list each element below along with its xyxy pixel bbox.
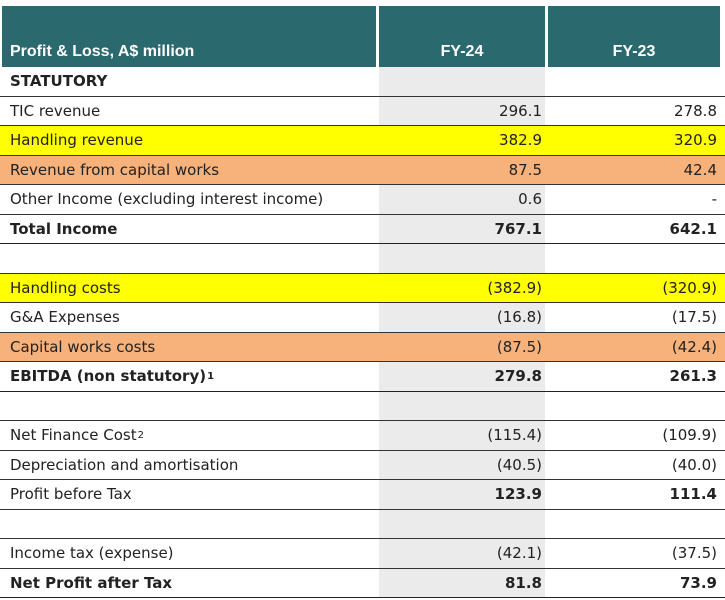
table-row: Depreciation and amortisation (40.5) (40.0…	[0, 451, 725, 480]
row-label-text: Capital works costs	[10, 337, 156, 356]
row-label-text: EBITDA (non statutory)	[10, 367, 207, 386]
footnote-marker: 2	[137, 429, 144, 441]
value-fy24: 81.8	[504, 573, 542, 592]
table-row: Other Income (excluding interest income)…	[0, 185, 725, 215]
value-fy23: 73.9	[679, 573, 717, 592]
row-label: Capital works costs	[10, 333, 370, 362]
table-row: Net Finance Cost 2 (115.4) (109.9)	[0, 421, 725, 451]
value-fy23: 42.4	[683, 160, 717, 179]
header-fy23: FY-23	[548, 6, 720, 67]
row-label: Revenue from capital works	[10, 156, 370, 185]
row-label: Income tax (expense)	[10, 539, 370, 568]
row-label: G&A Expenses	[10, 303, 370, 332]
value-fy23	[548, 67, 720, 96]
value-fy24: 296.1	[499, 101, 542, 120]
table-row: Handling costs (382.9) (320.9)	[0, 273, 725, 303]
value-fy23: (42.4)	[671, 337, 717, 356]
row-label-text: Net Profit after Tax	[10, 573, 173, 592]
table-row: G&A Expenses (16.8) (17.5)	[0, 303, 725, 333]
table-row: TIC revenue 296.1 278.8	[0, 97, 725, 126]
row-label-text: TIC revenue	[10, 101, 101, 120]
footnote-marker: 1	[207, 370, 215, 382]
table-row: Total Income 767.1 642.1	[0, 215, 725, 244]
value-fy23: 642.1	[669, 219, 717, 238]
value-fy24: 382.9	[499, 131, 542, 150]
value-fy24: (40.5)	[496, 455, 542, 474]
table-row: STATUTORY	[0, 67, 725, 97]
row-label: Net Finance Cost 2	[10, 421, 370, 450]
value-fy24: (16.8)	[496, 308, 542, 327]
table-header: Profit & Loss, A$ million FY-24 FY-23	[0, 0, 725, 67]
value-fy24: 279.8	[494, 367, 542, 386]
row-label-text: G&A Expenses	[10, 308, 120, 327]
value-fy23: 111.4	[669, 485, 717, 504]
row-label-text: Net Finance Cost	[10, 426, 137, 445]
row-label-text: Total Income	[10, 219, 118, 238]
row-label: Profit before Tax	[10, 480, 370, 509]
value-fy24: 87.5	[508, 160, 542, 179]
row-label-text: Other Income (excluding interest income)	[10, 190, 324, 209]
value-fy24	[379, 392, 545, 421]
table-row: EBITDA (non statutory) 1 279.8 261.3	[0, 362, 725, 392]
row-label-text: Revenue from capital works	[10, 160, 220, 179]
row-label: EBITDA (non statutory) 1	[10, 362, 370, 391]
table-row: Capital works costs (87.5) (42.4)	[0, 332, 725, 362]
value-fy24: 0.6	[518, 190, 542, 209]
row-label: Depreciation and amortisation	[10, 451, 370, 480]
table-row: Handling revenue 382.9 320.9	[0, 126, 725, 156]
value-fy23: (109.9)	[662, 426, 717, 445]
row-label	[10, 392, 370, 421]
row-label: Handling costs	[10, 274, 370, 303]
row-label: STATUTORY	[10, 67, 370, 96]
row-label-text: Income tax (expense)	[10, 544, 174, 563]
value-fy24	[379, 510, 545, 539]
row-label-text: Handling revenue	[10, 131, 144, 150]
value-fy24: (42.1)	[496, 544, 542, 563]
value-fy24	[379, 244, 545, 273]
row-label-text: STATUTORY	[10, 72, 108, 91]
row-label: Total Income	[10, 215, 370, 244]
value-fy23: 320.9	[674, 131, 717, 150]
row-label-text: Handling costs	[10, 278, 121, 297]
row-label	[10, 244, 370, 273]
value-fy23: (37.5)	[671, 544, 717, 563]
row-label-text: Profit before Tax	[10, 485, 132, 504]
row-label	[10, 510, 370, 539]
spacer-row	[0, 244, 725, 274]
table-row: Net Profit after Tax 81.8 73.9	[0, 569, 725, 598]
table-row: Income tax (expense) (42.1) (37.5)	[0, 539, 725, 569]
row-label: Net Profit after Tax	[10, 569, 370, 598]
value-fy23	[548, 244, 720, 273]
value-fy23: (320.9)	[662, 278, 717, 297]
row-label: Other Income (excluding interest income)	[10, 185, 370, 214]
value-fy24: 123.9	[494, 485, 542, 504]
row-label-text: Depreciation and amortisation	[10, 455, 239, 474]
value-fy23: 278.8	[674, 101, 717, 120]
table-row: Revenue from capital works 87.5 42.4	[0, 155, 725, 185]
value-fy23: (40.0)	[671, 455, 717, 474]
header-label: Profit & Loss, A$ million	[2, 6, 376, 67]
row-label: Handling revenue	[10, 126, 370, 155]
value-fy23: -	[711, 190, 717, 209]
value-fy23: (17.5)	[671, 308, 717, 327]
value-fy23	[548, 392, 720, 421]
row-label: TIC revenue	[10, 97, 370, 126]
value-fy24	[379, 67, 545, 96]
value-fy24: (115.4)	[487, 426, 542, 445]
header-fy24: FY-24	[379, 6, 545, 67]
value-fy24: (382.9)	[487, 278, 542, 297]
spacer-row	[0, 510, 725, 539]
table-row: Profit before Tax 123.9 111.4	[0, 480, 725, 510]
value-fy23	[548, 510, 720, 539]
spacer-row	[0, 392, 725, 421]
value-fy23: 261.3	[669, 367, 717, 386]
value-fy24: 767.1	[494, 219, 542, 238]
value-fy24: (87.5)	[496, 337, 542, 356]
